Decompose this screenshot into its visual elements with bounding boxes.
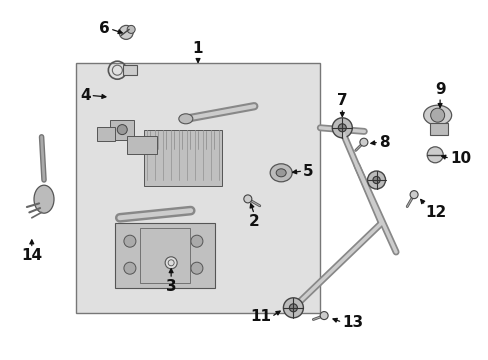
Circle shape [123, 235, 136, 247]
Bar [110, 120, 134, 140]
Circle shape [409, 191, 417, 199]
Circle shape [123, 262, 136, 274]
Ellipse shape [270, 164, 291, 182]
Ellipse shape [161, 131, 220, 171]
Text: 4: 4 [80, 88, 90, 103]
Text: 6: 6 [99, 21, 110, 36]
Text: 7: 7 [336, 93, 347, 108]
Text: 10: 10 [449, 151, 470, 166]
Circle shape [367, 171, 385, 189]
Circle shape [372, 176, 379, 184]
Text: 9: 9 [434, 82, 445, 97]
Ellipse shape [34, 185, 54, 213]
Text: 1: 1 [192, 41, 203, 56]
Circle shape [283, 298, 303, 318]
FancyBboxPatch shape [76, 63, 320, 313]
Text: 11: 11 [250, 309, 271, 324]
Bar [123, 65, 137, 75]
Bar [429, 123, 447, 135]
Text: 2: 2 [248, 214, 259, 229]
Circle shape [430, 108, 444, 122]
Circle shape [359, 138, 367, 146]
Bar [144, 130, 222, 186]
Text: 14: 14 [21, 248, 42, 264]
Circle shape [190, 235, 203, 247]
Ellipse shape [179, 114, 192, 124]
Bar [97, 127, 115, 141]
Bar [115, 223, 214, 288]
Bar [140, 228, 189, 283]
Ellipse shape [423, 105, 451, 125]
Ellipse shape [276, 169, 285, 177]
Text: 8: 8 [378, 135, 389, 150]
Circle shape [165, 257, 177, 269]
Text: 13: 13 [342, 315, 363, 330]
Text: 12: 12 [425, 205, 446, 220]
Circle shape [332, 118, 351, 138]
Text: 5: 5 [303, 163, 313, 179]
Circle shape [244, 195, 251, 203]
Circle shape [338, 124, 346, 132]
Text: 3: 3 [165, 279, 176, 294]
Circle shape [117, 125, 127, 135]
Circle shape [190, 262, 203, 274]
Circle shape [119, 26, 133, 39]
Circle shape [127, 26, 135, 33]
Circle shape [320, 311, 327, 320]
Bar [126, 136, 157, 154]
Circle shape [289, 304, 297, 312]
Circle shape [427, 147, 442, 163]
